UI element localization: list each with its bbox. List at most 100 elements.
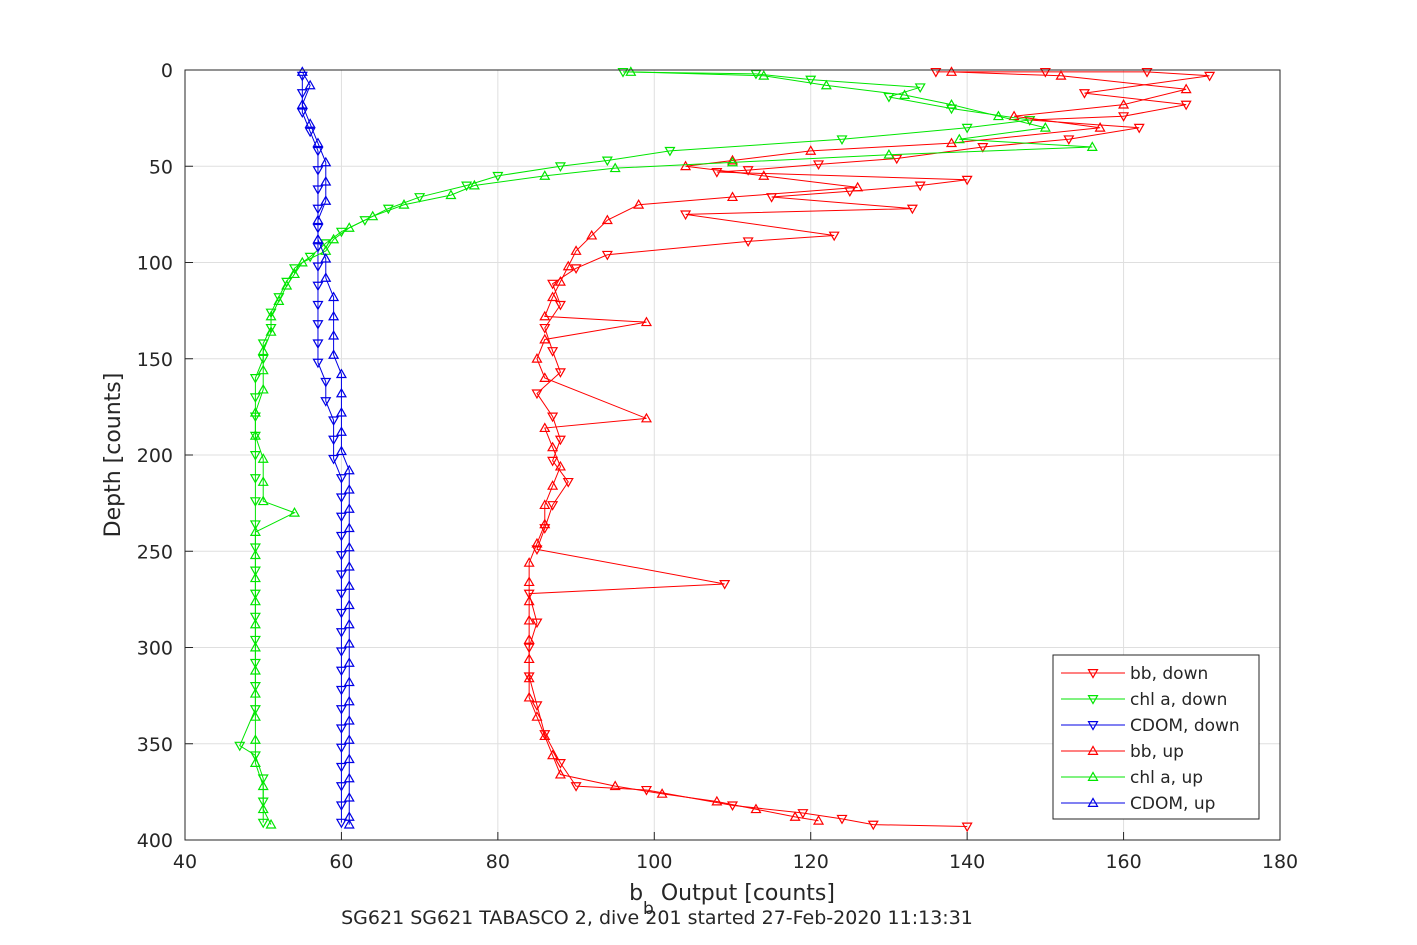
data-point bbox=[562, 260, 574, 271]
data-point bbox=[265, 818, 277, 829]
data-point bbox=[249, 474, 261, 484]
data-point bbox=[828, 231, 840, 242]
data-point bbox=[296, 108, 308, 119]
data-point bbox=[836, 135, 848, 146]
data-point bbox=[343, 599, 355, 610]
data-point bbox=[1180, 100, 1192, 111]
legend: bb, down chl a, down CDOM, down bb, up chl a… bbox=[1052, 654, 1260, 820]
data-point bbox=[609, 162, 621, 173]
data-point bbox=[554, 435, 566, 446]
data-point bbox=[328, 435, 340, 446]
x-tick-label: 100 bbox=[636, 851, 672, 873]
data-point bbox=[945, 98, 958, 109]
data-point bbox=[335, 628, 347, 638]
data-point bbox=[867, 820, 879, 831]
y-axis-label: Depth [counts] bbox=[101, 373, 126, 538]
data-point bbox=[539, 310, 551, 321]
data-point bbox=[625, 66, 637, 76]
data-point bbox=[539, 333, 551, 344]
data-point bbox=[249, 664, 261, 675]
data-point bbox=[726, 191, 739, 202]
legend-entry: bb, up bbox=[1061, 742, 1184, 762]
data-point bbox=[539, 372, 551, 382]
data-point bbox=[335, 445, 347, 456]
data-point bbox=[1141, 67, 1153, 78]
data-point bbox=[468, 179, 480, 190]
legend-label: chl a, up bbox=[1130, 768, 1203, 788]
data-point bbox=[257, 345, 269, 356]
data-point bbox=[257, 818, 269, 829]
data-point bbox=[328, 349, 340, 359]
data-point bbox=[664, 146, 676, 157]
data-point bbox=[852, 181, 864, 192]
data-point bbox=[906, 204, 918, 215]
plot-series bbox=[234, 66, 1216, 833]
data-point bbox=[539, 170, 551, 180]
data-point bbox=[554, 368, 566, 378]
data-point bbox=[335, 705, 347, 715]
data-point bbox=[343, 560, 355, 571]
data-point bbox=[335, 589, 347, 600]
data-point bbox=[343, 580, 355, 590]
data-point bbox=[531, 537, 543, 548]
data-point bbox=[523, 595, 535, 606]
data-point bbox=[249, 711, 261, 721]
data-point bbox=[539, 499, 551, 510]
data-point bbox=[249, 497, 261, 507]
legend-marker bbox=[1087, 695, 1099, 705]
data-point bbox=[328, 454, 340, 465]
data-point bbox=[273, 293, 285, 303]
data-point bbox=[562, 477, 574, 488]
data-point bbox=[343, 714, 355, 725]
data-point bbox=[367, 210, 379, 221]
data-point bbox=[335, 762, 347, 773]
data-point bbox=[1039, 122, 1051, 132]
data-point bbox=[335, 512, 347, 523]
data-point bbox=[249, 406, 261, 417]
x-tick-label: 180 bbox=[1262, 851, 1298, 873]
data-point bbox=[961, 175, 973, 186]
series-line bbox=[528, 71, 1210, 828]
data-point bbox=[531, 711, 543, 721]
x-axis-ticks: 40 60 80 100 120 140 160 180 bbox=[173, 832, 1298, 873]
data-point bbox=[312, 320, 324, 330]
data-point bbox=[726, 154, 739, 165]
data-point bbox=[445, 189, 457, 200]
data-point bbox=[343, 676, 355, 687]
data-point bbox=[335, 818, 347, 829]
y-tick-label: 150 bbox=[137, 349, 173, 371]
data-point bbox=[335, 608, 347, 619]
data-point bbox=[805, 145, 817, 155]
data-point bbox=[726, 156, 739, 167]
data-point bbox=[335, 406, 347, 417]
data-point bbox=[554, 759, 566, 769]
data-point bbox=[531, 353, 543, 363]
data-point bbox=[758, 70, 770, 80]
data-point bbox=[335, 531, 347, 542]
data-point bbox=[249, 687, 261, 698]
data-point bbox=[680, 160, 692, 171]
series-cdom-down bbox=[296, 71, 347, 829]
data-point bbox=[523, 614, 535, 625]
series-line bbox=[528, 71, 1187, 822]
data-point bbox=[265, 326, 277, 336]
legend-label: bb, up bbox=[1130, 742, 1184, 762]
x-tick-label: 160 bbox=[1105, 851, 1141, 873]
data-point bbox=[601, 214, 613, 225]
legend-marker bbox=[1087, 797, 1099, 807]
data-point bbox=[1063, 135, 1075, 146]
data-point bbox=[312, 300, 324, 311]
data-point bbox=[523, 634, 535, 644]
data-point bbox=[523, 653, 535, 664]
y-axis-ticks: 0 50 100 150 200 250 300 350 400 bbox=[137, 60, 193, 852]
data-point bbox=[249, 572, 261, 583]
x-tick-label: 60 bbox=[329, 851, 353, 873]
x-axis-label: bb Output [counts] bbox=[629, 881, 835, 919]
data-point bbox=[343, 657, 355, 667]
data-point bbox=[523, 557, 535, 567]
data-point bbox=[304, 118, 316, 128]
data-point bbox=[335, 474, 347, 484]
data-point bbox=[539, 518, 551, 529]
data-point bbox=[343, 618, 355, 629]
